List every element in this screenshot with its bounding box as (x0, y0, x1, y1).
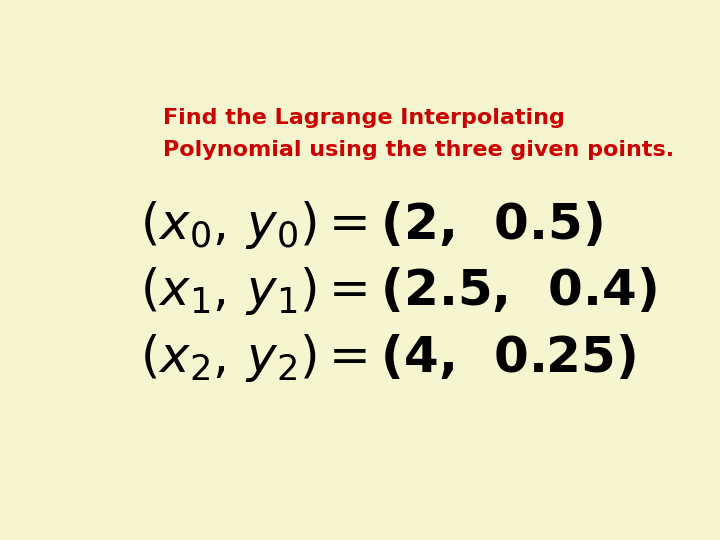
Text: Polynomial using the three given points.: Polynomial using the three given points. (163, 140, 674, 160)
Text: $(x_0,\, y_0)= \mathbf{(2,\;\; 0.5)}$: $(x_0,\, y_0)= \mathbf{(2,\;\; 0.5)}$ (140, 199, 603, 251)
Text: $(x_2,\, y_2)= \mathbf{(4,\;\; 0.25)}$: $(x_2,\, y_2)= \mathbf{(4,\;\; 0.25)}$ (140, 332, 636, 384)
Text: Find the Lagrange Interpolating: Find the Lagrange Interpolating (163, 109, 564, 129)
Text: $(x_1,\, y_1)= \mathbf{(2.5,\;\; 0.4)}$: $(x_1,\, y_1)= \mathbf{(2.5,\;\; 0.4)}$ (140, 266, 657, 318)
